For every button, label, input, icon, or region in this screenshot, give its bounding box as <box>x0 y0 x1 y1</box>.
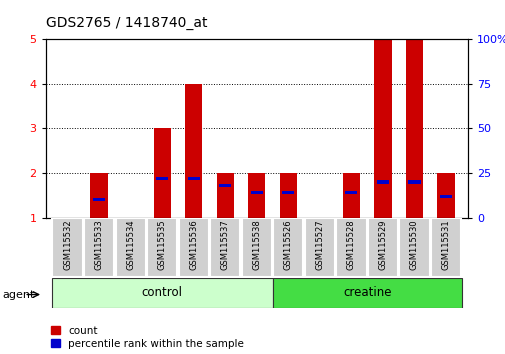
Bar <box>247 173 265 218</box>
Text: GSM115531: GSM115531 <box>440 219 449 270</box>
Text: GSM115535: GSM115535 <box>158 219 166 270</box>
Text: control: control <box>141 286 182 299</box>
Text: GSM115538: GSM115538 <box>252 219 261 270</box>
Text: agent: agent <box>3 290 35 299</box>
Bar <box>187 177 199 180</box>
Bar <box>156 177 168 180</box>
Text: GSM115528: GSM115528 <box>346 219 355 270</box>
FancyBboxPatch shape <box>272 278 461 308</box>
Bar <box>153 129 171 218</box>
Text: GSM115529: GSM115529 <box>378 219 387 270</box>
FancyBboxPatch shape <box>147 218 177 277</box>
Bar <box>216 173 233 218</box>
Bar <box>93 198 105 201</box>
Bar <box>250 191 262 194</box>
Text: GSM115534: GSM115534 <box>126 219 135 270</box>
Text: GSM115533: GSM115533 <box>94 219 104 270</box>
Text: GSM115530: GSM115530 <box>409 219 418 270</box>
Bar <box>408 181 420 183</box>
Bar <box>436 173 454 218</box>
FancyBboxPatch shape <box>115 218 145 277</box>
Bar <box>313 218 325 221</box>
Text: GSM115532: GSM115532 <box>63 219 72 270</box>
FancyBboxPatch shape <box>304 218 334 277</box>
Bar <box>282 191 294 194</box>
Legend: count, percentile rank within the sample: count, percentile rank within the sample <box>50 326 244 349</box>
Bar <box>185 84 202 218</box>
FancyBboxPatch shape <box>273 218 303 277</box>
FancyBboxPatch shape <box>336 218 366 277</box>
Text: creatine: creatine <box>342 286 391 299</box>
FancyBboxPatch shape <box>210 218 240 277</box>
Bar <box>439 195 451 198</box>
Bar <box>344 191 357 194</box>
Bar <box>124 218 136 221</box>
FancyBboxPatch shape <box>367 218 397 277</box>
Bar <box>219 184 231 187</box>
FancyBboxPatch shape <box>398 218 429 277</box>
FancyBboxPatch shape <box>84 218 114 277</box>
Text: GSM115536: GSM115536 <box>189 219 198 270</box>
Bar <box>374 39 391 218</box>
Bar <box>279 173 296 218</box>
FancyBboxPatch shape <box>430 218 460 277</box>
FancyBboxPatch shape <box>53 218 83 277</box>
Bar <box>342 173 360 218</box>
Text: GSM115526: GSM115526 <box>283 219 292 270</box>
Bar <box>62 218 74 221</box>
Bar <box>376 181 388 183</box>
Bar <box>405 39 422 218</box>
FancyBboxPatch shape <box>178 218 209 277</box>
Text: GSM115527: GSM115527 <box>315 219 324 270</box>
FancyBboxPatch shape <box>241 218 271 277</box>
FancyBboxPatch shape <box>52 278 272 308</box>
Bar <box>90 173 108 218</box>
Text: GDS2765 / 1418740_at: GDS2765 / 1418740_at <box>45 16 207 30</box>
Text: GSM115537: GSM115537 <box>220 219 229 270</box>
